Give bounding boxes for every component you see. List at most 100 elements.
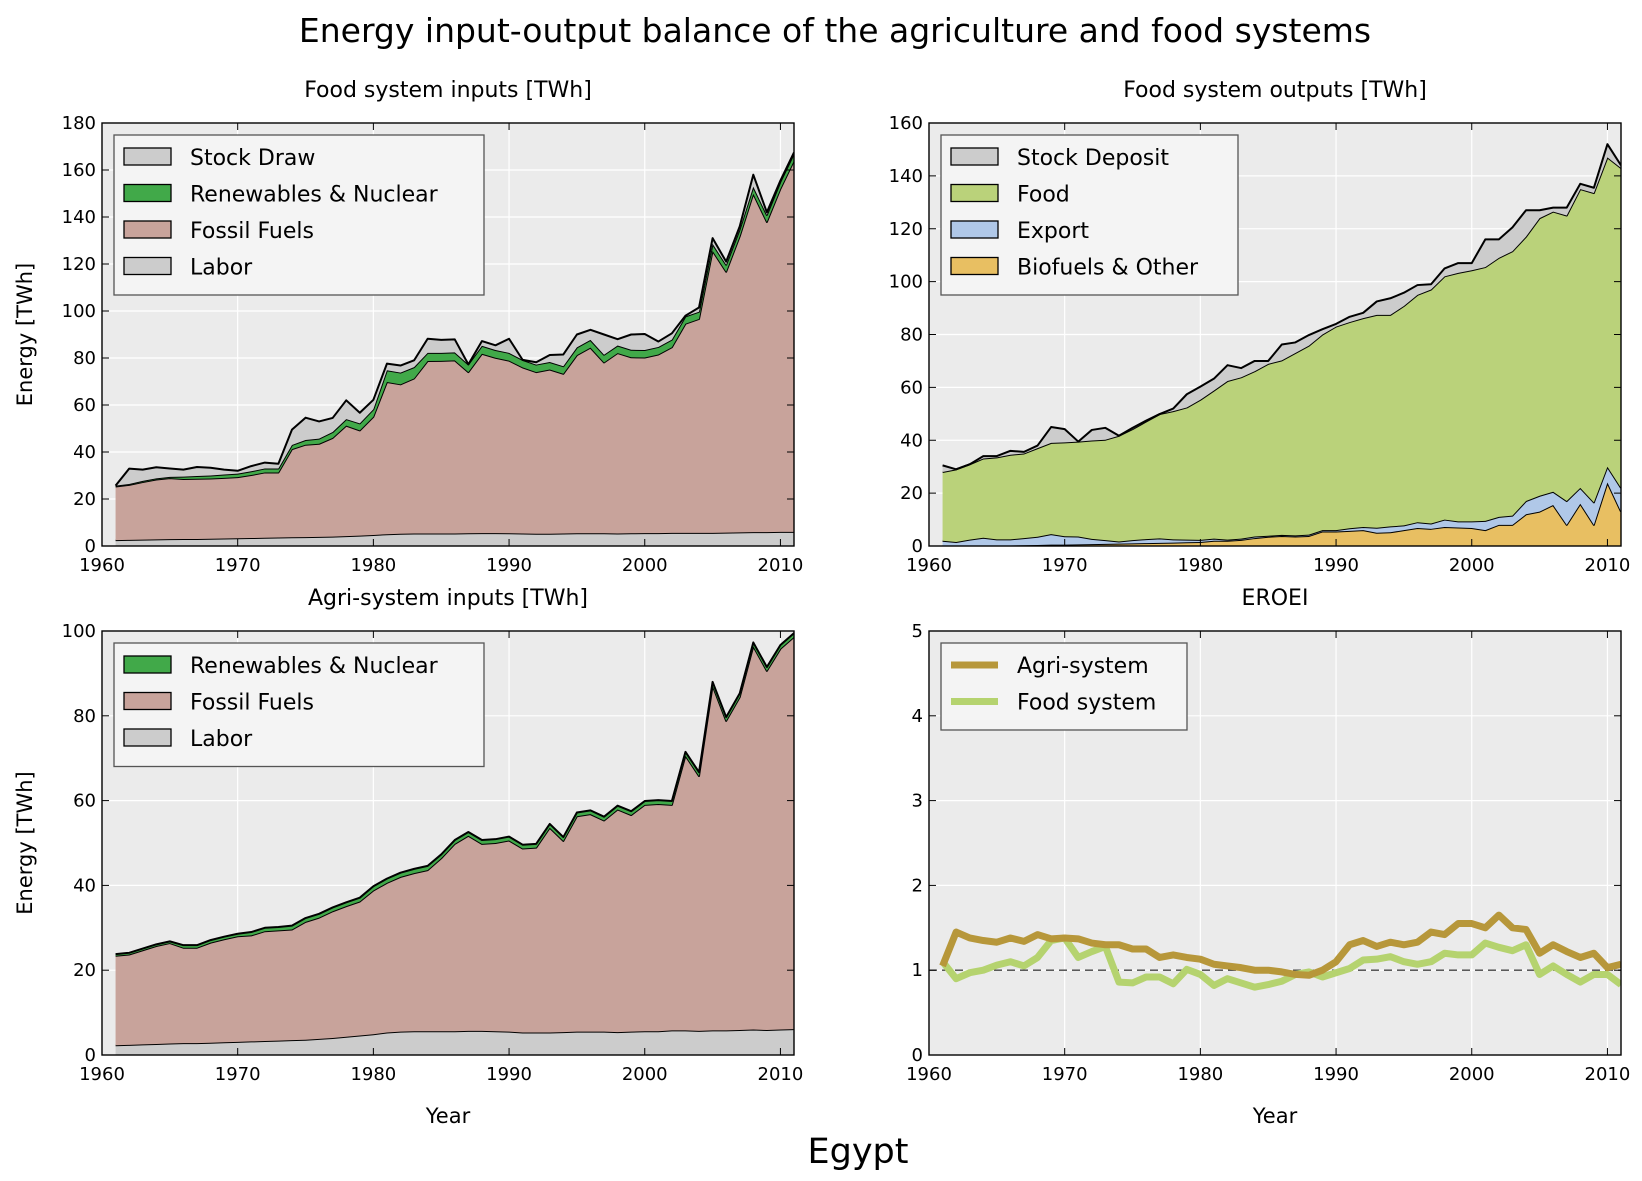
x-tick-label: 1980 [1177, 1064, 1223, 1085]
x-tick-label: 1970 [215, 555, 261, 576]
legend-label: Food system [1017, 691, 1156, 716]
area-labor [115, 1029, 794, 1055]
legend-box [113, 642, 485, 768]
y-tick-label: 60 [900, 377, 923, 398]
legend-swatch [123, 256, 172, 276]
figure-title: Energy input-output balance of the agric… [299, 11, 1371, 50]
y-tick-label: 100 [889, 272, 923, 293]
area-export [942, 466, 1621, 546]
y-axis-label: Energy [TWh] [13, 263, 37, 406]
chart-title: Food system outputs [TWh] [1123, 78, 1427, 103]
y-tick-label: 40 [900, 430, 923, 451]
chart-panels: 1960 1970 1980 1990 2000 20100204060801001201… [13, 78, 1630, 1128]
y-tick-label: 120 [889, 219, 923, 240]
x-tick-label: 1980 [1177, 555, 1223, 576]
x-tick-label: 1960 [906, 555, 952, 576]
plot-area [115, 632, 794, 1055]
chart-title: Food system inputs [TWh] [304, 78, 592, 103]
y-axis-label: Energy [TWh] [13, 771, 37, 914]
legend-swatch [123, 183, 172, 203]
y-tick-label: 160 [889, 113, 923, 134]
legend: Agri-system Food system [940, 642, 1188, 731]
y-tick-label: 20 [900, 483, 923, 504]
legend-swatch [123, 147, 172, 166]
x-tick-label: 2010 [1585, 555, 1631, 576]
plot-area [942, 143, 1621, 546]
plot-frame [101, 122, 795, 547]
legend: Renewables & Nuclear Fossil Fuels Labor [113, 642, 485, 768]
x-tick-label: 1990 [486, 1064, 532, 1085]
y-tick-label: 180 [62, 113, 96, 134]
legend-label: Agri-system [1017, 654, 1149, 679]
y-tick-label: 40 [73, 442, 96, 463]
area-food [942, 157, 1621, 543]
x-tick-label: 2000 [1449, 555, 1495, 576]
x-tick-label: 1970 [215, 1064, 261, 1085]
y-tick-label: 80 [73, 706, 96, 727]
legend-label: Labor [190, 727, 253, 752]
y-tick-label: 60 [73, 791, 96, 812]
legend-swatch [950, 256, 999, 276]
y-tick-label: 60 [73, 395, 96, 416]
y-tick-label: 3 [912, 791, 923, 812]
legend-swatch [123, 691, 172, 711]
chart-eroei: 1960 1970 1980 1990 2000 2010 0 1 2 3 4 5 EROEI Year A… [906, 586, 1630, 1128]
plot-area [929, 911, 1621, 991]
x-tick-label: 1960 [79, 1064, 125, 1085]
legend-swatch [123, 655, 172, 674]
x-tick-label: 2010 [1585, 1064, 1631, 1085]
legend-label: Stock Deposit [1017, 146, 1169, 171]
y-tick-label: 4 [912, 706, 923, 727]
x-tick-label: 2000 [622, 555, 668, 576]
chart-food_outputs: 1960 1970 1980 1990 2000 2010 0 20 40 60 80 100 120 1… [889, 78, 1631, 576]
legend-label: Renewables & Nuclear [190, 654, 439, 679]
chart-food_inputs: 1960 1970 1980 1990 2000 2010 0 20 40 60 80 100 120 1… [13, 78, 803, 576]
area-edge-stock-deposit [942, 143, 1621, 471]
legend-swatch [950, 183, 999, 203]
y-tick-label: 100 [62, 621, 96, 642]
legend-label: Biofuels & Other [1017, 256, 1199, 281]
legend-box [113, 134, 485, 296]
x-tick-label: 1960 [906, 1064, 952, 1085]
x-tick-label: 1970 [1042, 1064, 1088, 1085]
y-tick-label: 120 [62, 254, 96, 275]
x-tick-label: 2000 [622, 1064, 668, 1085]
y-tick-label: 80 [900, 325, 923, 346]
x-tick-label: 1960 [79, 555, 125, 576]
y-tick-label: 2 [912, 875, 923, 896]
x-tick-label: 1980 [350, 555, 396, 576]
y-tick-label: 40 [73, 875, 96, 896]
chart-agri_inputs: 1960 1970 1980 1990 2000 2010 0 20 40 60 80 100 Agri… [13, 586, 803, 1128]
figure-footer: Egypt [808, 1132, 909, 1172]
x-tick-label: 2000 [1449, 1064, 1495, 1085]
plot-frame [928, 630, 1622, 1056]
x-axis-label: Year [425, 1104, 471, 1128]
area-edge-renewables-nuclear [115, 632, 794, 956]
x-tick-label: 1970 [1042, 555, 1088, 576]
legend-label: Renewables & Nuclear [190, 183, 439, 208]
legend: Stock Draw Renewables & Nuclear Fossil Fue… [113, 134, 485, 296]
legend-label: Export [1017, 219, 1089, 244]
y-tick-label: 0 [912, 536, 923, 557]
legend-label: Stock Draw [190, 146, 315, 171]
y-tick-label: 0 [85, 536, 96, 557]
y-tick-label: 0 [912, 1045, 923, 1066]
y-tick-label: 80 [73, 348, 96, 369]
legend-swatch [123, 728, 172, 747]
y-tick-label: 5 [912, 621, 923, 642]
x-tick-label: 1990 [486, 555, 532, 576]
area-labor [115, 531, 794, 546]
legend-swatch [950, 147, 999, 166]
y-tick-label: 20 [73, 489, 96, 510]
legend: Stock Deposit Food Export Biofuels & Other [940, 134, 1239, 296]
area-fossil-fuels [115, 636, 794, 1046]
chart-title: EROEI [1242, 586, 1309, 611]
x-tick-label: 1990 [1313, 555, 1359, 576]
plot-area [114, 151, 794, 546]
y-tick-label: 140 [889, 166, 923, 187]
area-fossil-fuels [115, 160, 794, 541]
plot-frame [101, 630, 795, 1056]
area-edge-stock-draw [114, 151, 794, 487]
legend-box [940, 642, 1188, 731]
